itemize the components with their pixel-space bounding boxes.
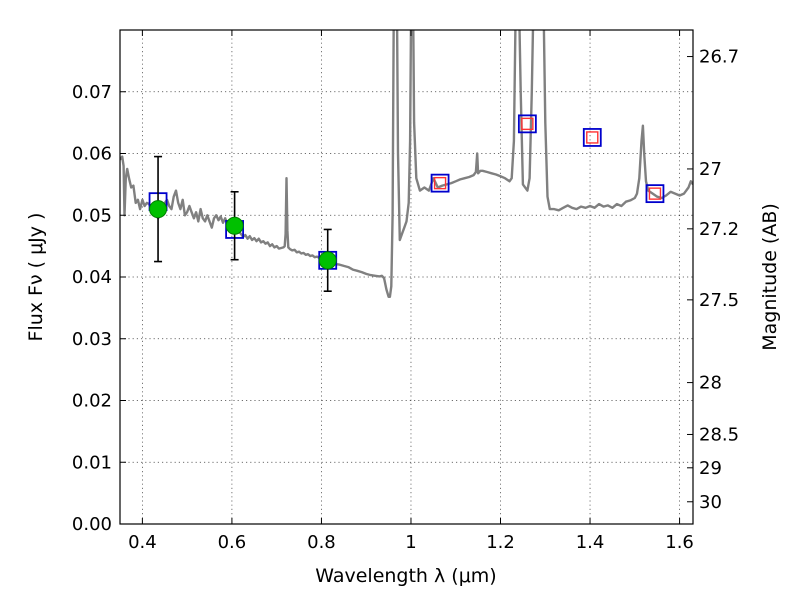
model-photometry-square (582, 128, 602, 147)
right-tick-label: 30 (699, 492, 722, 513)
right-tick-label: 26.7 (699, 47, 739, 68)
model-photometry-inner-square (648, 187, 662, 200)
right-tick-label: 29 (699, 458, 722, 479)
x-tick-label: 1.4 (576, 532, 605, 553)
right-tick-label: 28 (699, 373, 722, 394)
observed-photometry-point (225, 216, 244, 235)
x-tick-label: 1.2 (486, 532, 515, 553)
x-tick-label: 0.4 (128, 532, 157, 553)
y-tick-label: 0.04 (72, 267, 112, 288)
x-axis-title: Wavelength λ (μm) (315, 565, 496, 587)
marker-layer (148, 114, 665, 293)
observed-photometry-point (149, 200, 168, 219)
right-tick-label: 27.5 (699, 290, 739, 311)
x-tick-label: 0.8 (307, 532, 336, 553)
right-tick-label: 27.2 (699, 219, 739, 240)
y-tick-label: 0.05 (72, 205, 112, 226)
model-photometry-square (430, 173, 450, 193)
model-photometry-square (645, 184, 665, 204)
observed-photometry-point (318, 251, 337, 270)
model-photometry-inner-square (586, 131, 599, 144)
x-tick-label: 1 (405, 532, 416, 553)
right-axis-title: Magnitude (AB) (759, 203, 781, 351)
y-tick-label: 0.01 (72, 452, 112, 473)
model-photometry-inner-square (521, 117, 534, 131)
x-tick-label: 0.6 (218, 532, 247, 553)
y-tick-label: 0.00 (72, 514, 112, 535)
y-axis-title: Flux Fν ( μJy ) (25, 213, 47, 342)
y-tick-label: 0.07 (72, 82, 112, 103)
y-tick-label: 0.06 (72, 144, 112, 165)
model-photometry-square (517, 114, 537, 134)
y-tick-label: 0.03 (72, 329, 112, 350)
spectrum-line (120, 30, 693, 298)
x-tick-label: 1.6 (665, 532, 694, 553)
y-tick-label: 0.02 (72, 391, 112, 412)
tick-layer: 0.4 0.6 0.8 1 1.2 1.4 1.6 0.00 0.01 0.02 0.03 0.04 0… (72, 30, 739, 553)
model-photometry-inner-square (433, 176, 447, 190)
plot-area (120, 30, 693, 298)
right-tick-label: 27 (699, 159, 722, 180)
right-tick-label: 28.5 (699, 424, 739, 445)
